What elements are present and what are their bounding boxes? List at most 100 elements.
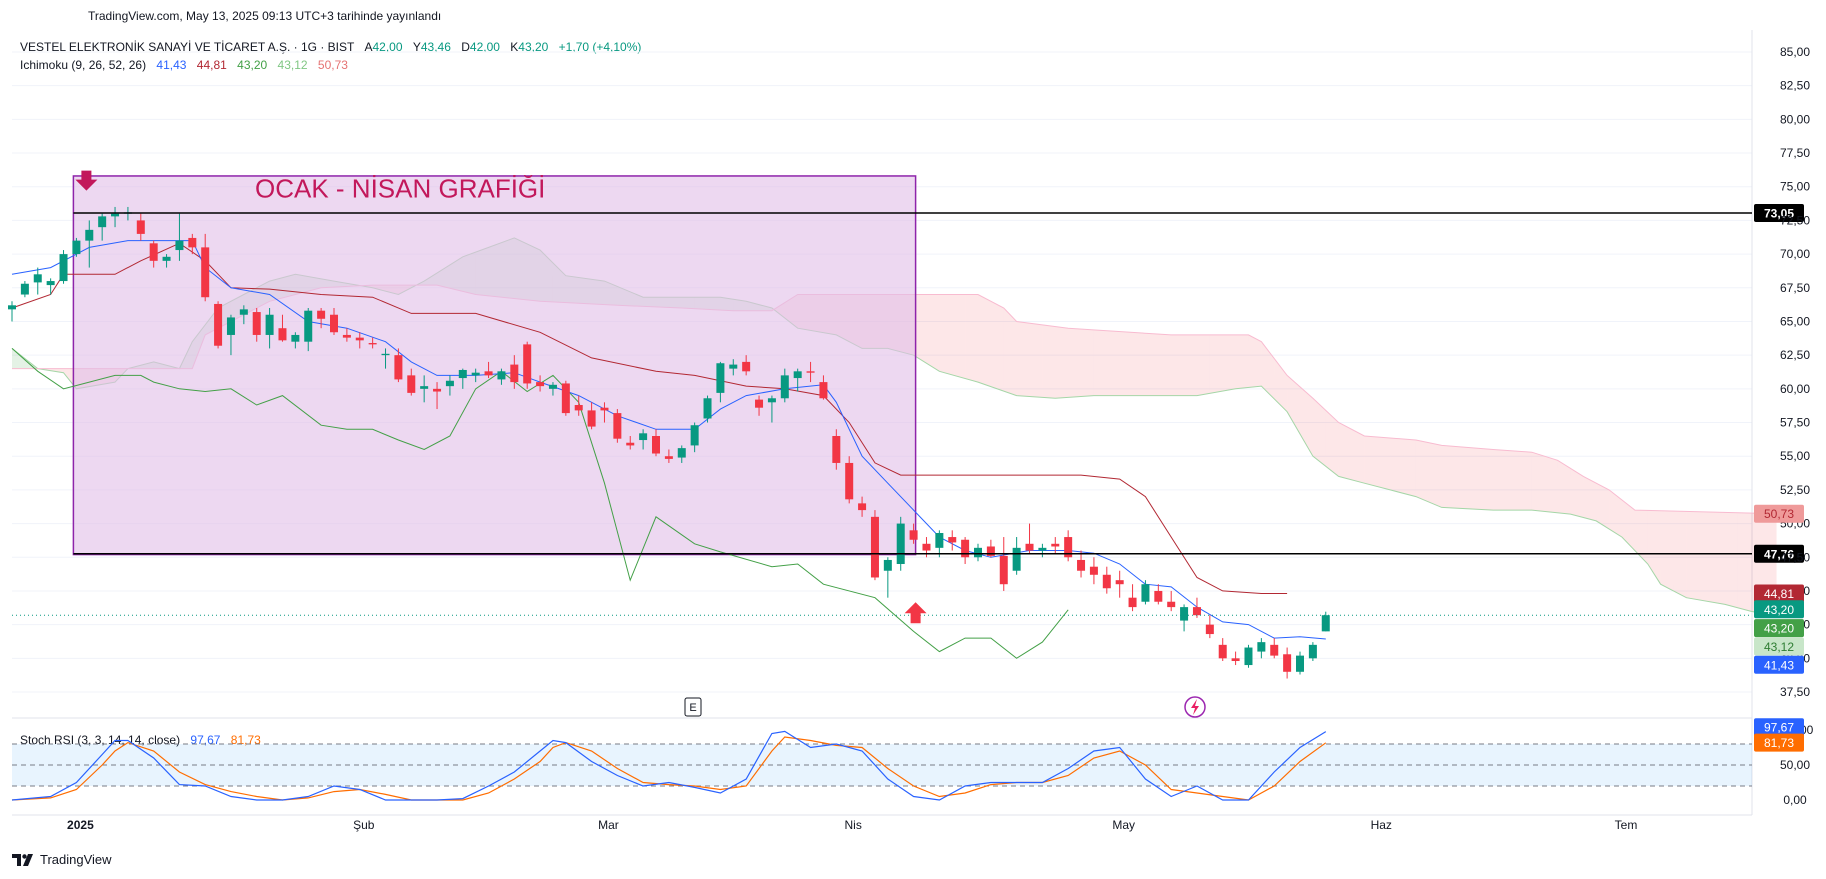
change-value: +1,70 (+4,10%) xyxy=(558,40,642,54)
cloud-segment xyxy=(1158,334,1172,396)
candle-body xyxy=(471,372,480,376)
candle-body xyxy=(330,314,338,333)
candle-body xyxy=(149,243,158,261)
cloud-segment xyxy=(1583,476,1597,521)
candle-body xyxy=(1296,655,1304,672)
symbol-name[interactable]: VESTEL ELEKTRONİK SANAYİ VE TİCARET A.Ş.… xyxy=(20,40,355,54)
candle-body xyxy=(1077,559,1086,571)
cloud-segment xyxy=(1093,329,1107,396)
candle-body xyxy=(188,237,197,248)
up-arrow-icon xyxy=(904,602,927,624)
price-tick-label: 67,50 xyxy=(1780,281,1810,295)
candle-body xyxy=(1205,624,1214,635)
candle-body xyxy=(291,334,300,342)
cloud-segment xyxy=(1003,308,1017,396)
candle-body xyxy=(613,413,622,439)
price-badge xyxy=(1754,600,1804,619)
candle-body xyxy=(755,399,764,408)
candle-body xyxy=(458,369,467,379)
cloud-segment xyxy=(1184,334,1197,396)
annotation-marks: OCAK - NİSAN GRAFİĞİ E xyxy=(75,170,1206,718)
price-tick-label: 77,50 xyxy=(1780,146,1810,160)
candle-body xyxy=(136,220,145,234)
earnings-icon xyxy=(684,697,702,717)
candle-body xyxy=(497,371,506,380)
high-label: Y xyxy=(412,40,421,54)
cloud-segment xyxy=(1557,460,1571,515)
candle-body xyxy=(239,309,248,315)
candle-body xyxy=(1308,644,1317,659)
candle-body xyxy=(111,213,120,217)
cloud-segment xyxy=(1660,510,1674,591)
span-a-value: 43,12 xyxy=(277,58,308,72)
candle-body xyxy=(1025,543,1034,551)
candle-body xyxy=(626,442,635,446)
cloud-segment xyxy=(1647,510,1661,585)
candle-body xyxy=(1192,607,1201,616)
stoch-badge-label: 81,73 xyxy=(1764,736,1794,750)
price-badge-label: 43,20 xyxy=(1764,622,1794,636)
price-badge-label: 41,43 xyxy=(1764,658,1794,672)
cloud-segment xyxy=(1699,511,1713,603)
annotation-title: OCAK - NİSAN GRAFİĞİ xyxy=(255,174,545,204)
horizontal-levels[interactable]: 73,05 47,76 xyxy=(73,204,1804,563)
cloud-segment xyxy=(1544,456,1558,513)
span-b-value: 50,73 xyxy=(317,58,348,72)
candle-body xyxy=(742,361,751,372)
time-tick-label: Şub xyxy=(353,818,375,832)
cloud-segment xyxy=(1055,326,1069,399)
candle-body xyxy=(407,375,416,393)
cloud-segment xyxy=(12,348,25,369)
cloud-segment xyxy=(1196,334,1210,396)
candle-body xyxy=(1051,543,1060,547)
candle-body xyxy=(98,216,107,228)
price-tick-label: 47,50 xyxy=(1780,550,1810,564)
kijun-line xyxy=(11,242,1288,594)
candle-body xyxy=(587,410,596,427)
candle-body xyxy=(394,355,403,380)
cloud-segment xyxy=(978,294,991,387)
candle-body xyxy=(214,303,223,346)
stoch-badge xyxy=(1754,718,1804,737)
price-badge-label: 50,73 xyxy=(1764,507,1794,521)
price-tick-label: 37,50 xyxy=(1780,685,1810,699)
cloud-segment xyxy=(939,294,953,375)
stoch-badge-label: 97,67 xyxy=(1764,721,1794,735)
ichimoku-legend[interactable]: Ichimoku (9, 26, 52, 26) 41,43 44,81 43,… xyxy=(20,58,348,72)
candle-body xyxy=(1154,590,1163,602)
open-label: A xyxy=(364,40,373,54)
candle-body xyxy=(304,310,313,342)
price-tick-label: 82,50 xyxy=(1780,79,1810,93)
cloud-segment xyxy=(1145,333,1159,396)
candle-body xyxy=(265,314,274,335)
candle-body xyxy=(845,462,854,500)
cloud-segment xyxy=(1518,451,1532,511)
candle-body xyxy=(922,543,931,551)
candle-body xyxy=(226,317,235,335)
price-tick-label: 75,00 xyxy=(1780,180,1810,194)
candle-body xyxy=(870,516,879,578)
candle-body xyxy=(1321,615,1330,632)
candle-body xyxy=(1180,607,1189,621)
price-tick-label: 70,00 xyxy=(1780,247,1810,261)
symbol-legend: VESTEL ELEKTRONİK SANAYİ VE TİCARET A.Ş.… xyxy=(20,40,641,54)
candle-body xyxy=(484,371,493,376)
cloud-segment xyxy=(952,294,966,379)
stoch-rsi-pane xyxy=(11,730,1752,801)
candle-body xyxy=(355,337,364,341)
candle-body xyxy=(935,533,944,548)
candle-body xyxy=(1012,547,1021,571)
cloud-segment xyxy=(1609,489,1622,538)
price-tick-label: 62,50 xyxy=(1780,348,1810,362)
close-label: K xyxy=(510,40,519,54)
candle-body xyxy=(883,559,892,571)
candle-body xyxy=(561,383,570,414)
candle-body xyxy=(652,436,660,454)
tradingview-footer[interactable]: TradingView xyxy=(12,852,112,867)
candle-body xyxy=(961,539,970,558)
cloud-segment xyxy=(1403,439,1416,497)
cloud-segment xyxy=(1325,410,1339,477)
cloud-segment xyxy=(1441,445,1455,509)
candle-body xyxy=(639,433,648,441)
